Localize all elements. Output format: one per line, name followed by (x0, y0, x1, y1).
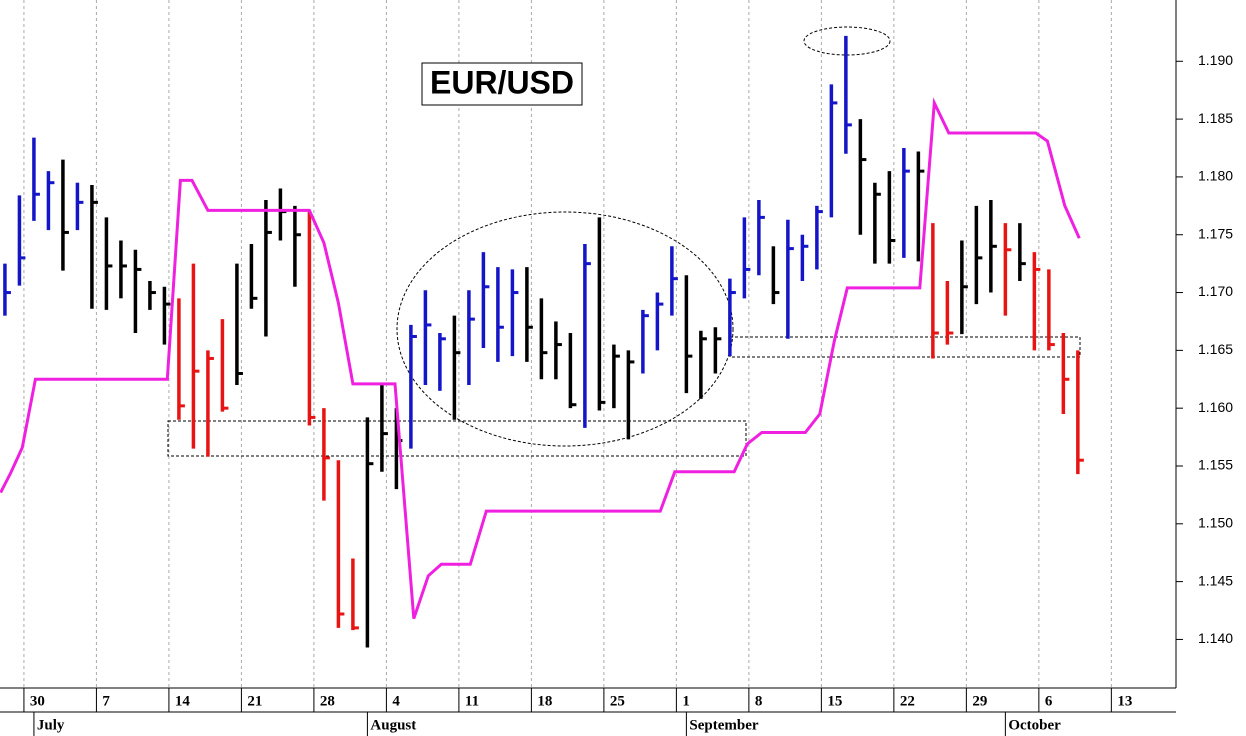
title-box (421, 62, 583, 106)
x-tick-label: 22 (900, 693, 915, 709)
x-tick-label: 15 (827, 693, 842, 709)
month-label: October (1008, 717, 1061, 733)
x-tick-label: 14 (175, 693, 191, 709)
x-tick-label: 25 (610, 693, 625, 709)
x-tick-label: 13 (1117, 693, 1132, 709)
x-tick-label: 29 (972, 693, 987, 709)
x-tick-label: 7 (102, 693, 110, 709)
x-tick-label: 21 (247, 693, 262, 709)
x-tick-label: 30 (30, 693, 45, 709)
support-box (167, 420, 747, 457)
y-tick-label: 1.170 (1198, 283, 1233, 299)
x-tick-label: 28 (320, 693, 335, 709)
month-label: July (37, 717, 65, 733)
y-tick-label: 1.145 (1198, 572, 1233, 588)
month-label: August (370, 717, 416, 733)
plot (0, 35, 1084, 648)
y-tick-label: 1.165 (1198, 341, 1233, 357)
grid (23, 0, 1112, 688)
x-tick-label: 11 (465, 693, 479, 709)
x-tick-label: 6 (1045, 693, 1053, 709)
y-tick-label: 1.180 (1198, 168, 1233, 184)
month-label: September (689, 717, 758, 733)
stop-line (0, 97, 1081, 620)
y-tick-label: 1.185 (1198, 110, 1233, 126)
y-tick-label: 1.175 (1198, 225, 1233, 241)
y-tick-label: 1.160 (1198, 399, 1233, 415)
x-tick-label: 1 (682, 693, 690, 709)
y-tick-label: 1.155 (1198, 457, 1233, 473)
y-tick-label: 1.150 (1198, 515, 1233, 531)
x-tick-label: 4 (392, 693, 400, 709)
chart-title: EUR/USD (430, 64, 574, 100)
range-ellipse (396, 211, 734, 447)
x-tick-label: 8 (755, 693, 763, 709)
y-tick-label: 1.140 (1198, 630, 1233, 646)
y-tick-label: 1.190 (1198, 52, 1233, 68)
x-tick-label: 18 (537, 693, 552, 709)
